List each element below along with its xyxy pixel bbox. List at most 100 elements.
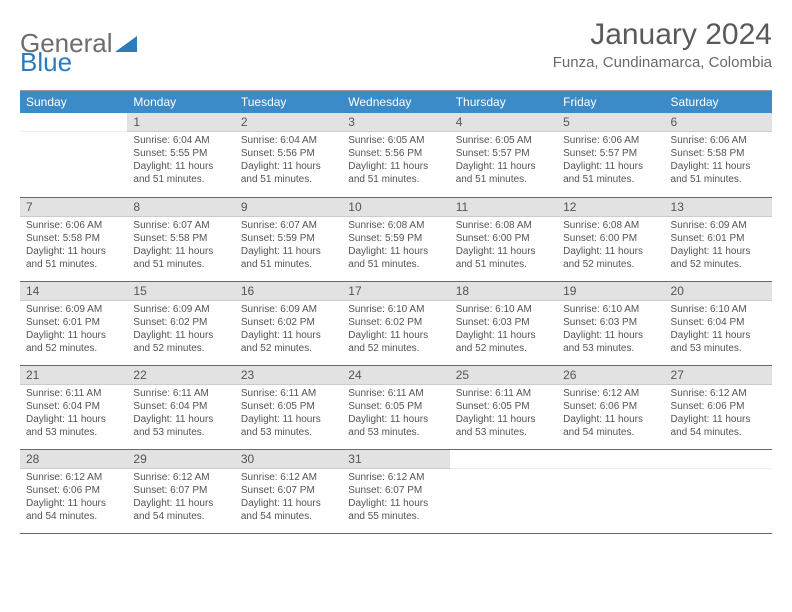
calendar-cell: 24Sunrise: 6:11 AMSunset: 6:05 PMDayligh… — [342, 365, 449, 449]
day-number: 31 — [342, 450, 449, 469]
day-details: Sunrise: 6:09 AMSunset: 6:01 PMDaylight:… — [665, 217, 772, 273]
day-number: 24 — [342, 366, 449, 385]
day-number: 4 — [450, 113, 557, 132]
calendar-cell: 5Sunrise: 6:06 AMSunset: 5:57 PMDaylight… — [557, 113, 664, 197]
day-number: 13 — [665, 198, 772, 217]
day-number: 8 — [127, 198, 234, 217]
calendar-table: SundayMondayTuesdayWednesdayThursdayFrid… — [20, 90, 772, 534]
day-number: 17 — [342, 282, 449, 301]
day-header: Wednesday — [342, 91, 449, 114]
logo-triangle-icon — [115, 34, 137, 57]
calendar-cell: 1Sunrise: 6:04 AMSunset: 5:55 PMDaylight… — [127, 113, 234, 197]
calendar-cell: 20Sunrise: 6:10 AMSunset: 6:04 PMDayligh… — [665, 281, 772, 365]
day-number: 12 — [557, 198, 664, 217]
day-details: Sunrise: 6:11 AMSunset: 6:04 PMDaylight:… — [20, 385, 127, 441]
day-details: Sunrise: 6:11 AMSunset: 6:05 PMDaylight:… — [235, 385, 342, 441]
day-details: Sunrise: 6:11 AMSunset: 6:05 PMDaylight:… — [450, 385, 557, 441]
calendar-cell: 2Sunrise: 6:04 AMSunset: 5:56 PMDaylight… — [235, 113, 342, 197]
calendar-cell: 4Sunrise: 6:05 AMSunset: 5:57 PMDaylight… — [450, 113, 557, 197]
day-number: 23 — [235, 366, 342, 385]
day-details: Sunrise: 6:04 AMSunset: 5:55 PMDaylight:… — [127, 132, 234, 188]
day-number: 11 — [450, 198, 557, 217]
day-details: Sunrise: 6:05 AMSunset: 5:56 PMDaylight:… — [342, 132, 449, 188]
calendar-body: 1Sunrise: 6:04 AMSunset: 5:55 PMDaylight… — [20, 113, 772, 533]
day-details: Sunrise: 6:08 AMSunset: 6:00 PMDaylight:… — [450, 217, 557, 273]
day-number: 25 — [450, 366, 557, 385]
day-number: 15 — [127, 282, 234, 301]
calendar-week: 14Sunrise: 6:09 AMSunset: 6:01 PMDayligh… — [20, 281, 772, 365]
logo-text-blue: Blue — [20, 47, 72, 77]
day-details: Sunrise: 6:08 AMSunset: 5:59 PMDaylight:… — [342, 217, 449, 273]
day-header: Saturday — [665, 91, 772, 114]
calendar-cell: 7Sunrise: 6:06 AMSunset: 5:58 PMDaylight… — [20, 197, 127, 281]
day-number: 28 — [20, 450, 127, 469]
day-number: 7 — [20, 198, 127, 217]
day-details: Sunrise: 6:12 AMSunset: 6:07 PMDaylight:… — [127, 469, 234, 525]
calendar-cell: 21Sunrise: 6:11 AMSunset: 6:04 PMDayligh… — [20, 365, 127, 449]
day-details: Sunrise: 6:04 AMSunset: 5:56 PMDaylight:… — [235, 132, 342, 188]
day-number: 10 — [342, 198, 449, 217]
day-header: Tuesday — [235, 91, 342, 114]
day-number: 29 — [127, 450, 234, 469]
calendar-cell: 8Sunrise: 6:07 AMSunset: 5:58 PMDaylight… — [127, 197, 234, 281]
title-block: January 2024 Funza, Cundinamarca, Colomb… — [553, 18, 772, 71]
day-number: 5 — [557, 113, 664, 132]
day-details: Sunrise: 6:06 AMSunset: 5:58 PMDaylight:… — [20, 217, 127, 273]
day-details: Sunrise: 6:07 AMSunset: 5:59 PMDaylight:… — [235, 217, 342, 273]
day-number: 21 — [20, 366, 127, 385]
calendar-cell — [665, 449, 772, 533]
calendar-cell: 30Sunrise: 6:12 AMSunset: 6:07 PMDayligh… — [235, 449, 342, 533]
day-details: Sunrise: 6:12 AMSunset: 6:07 PMDaylight:… — [235, 469, 342, 525]
calendar-week: 1Sunrise: 6:04 AMSunset: 5:55 PMDaylight… — [20, 113, 772, 197]
day-details: Sunrise: 6:10 AMSunset: 6:04 PMDaylight:… — [665, 301, 772, 357]
calendar-cell: 12Sunrise: 6:08 AMSunset: 6:00 PMDayligh… — [557, 197, 664, 281]
calendar-cell: 9Sunrise: 6:07 AMSunset: 5:59 PMDaylight… — [235, 197, 342, 281]
calendar-cell — [557, 449, 664, 533]
day-details: Sunrise: 6:10 AMSunset: 6:03 PMDaylight:… — [557, 301, 664, 357]
day-number: 19 — [557, 282, 664, 301]
day-number: 30 — [235, 450, 342, 469]
day-details: Sunrise: 6:05 AMSunset: 5:57 PMDaylight:… — [450, 132, 557, 188]
day-details: Sunrise: 6:12 AMSunset: 6:07 PMDaylight:… — [342, 469, 449, 525]
calendar-week: 7Sunrise: 6:06 AMSunset: 5:58 PMDaylight… — [20, 197, 772, 281]
calendar-cell: 10Sunrise: 6:08 AMSunset: 5:59 PMDayligh… — [342, 197, 449, 281]
calendar-cell: 23Sunrise: 6:11 AMSunset: 6:05 PMDayligh… — [235, 365, 342, 449]
day-number: 2 — [235, 113, 342, 132]
day-details: Sunrise: 6:09 AMSunset: 6:01 PMDaylight:… — [20, 301, 127, 357]
day-number: 3 — [342, 113, 449, 132]
calendar-week: 28Sunrise: 6:12 AMSunset: 6:06 PMDayligh… — [20, 449, 772, 533]
calendar-cell: 28Sunrise: 6:12 AMSunset: 6:06 PMDayligh… — [20, 449, 127, 533]
day-number: 27 — [665, 366, 772, 385]
day-details: Sunrise: 6:07 AMSunset: 5:58 PMDaylight:… — [127, 217, 234, 273]
day-details: Sunrise: 6:11 AMSunset: 6:04 PMDaylight:… — [127, 385, 234, 441]
day-header: Sunday — [20, 91, 127, 114]
calendar-week: 21Sunrise: 6:11 AMSunset: 6:04 PMDayligh… — [20, 365, 772, 449]
day-details: Sunrise: 6:12 AMSunset: 6:06 PMDaylight:… — [557, 385, 664, 441]
calendar-cell: 22Sunrise: 6:11 AMSunset: 6:04 PMDayligh… — [127, 365, 234, 449]
day-details: Sunrise: 6:08 AMSunset: 6:00 PMDaylight:… — [557, 217, 664, 273]
calendar-cell: 29Sunrise: 6:12 AMSunset: 6:07 PMDayligh… — [127, 449, 234, 533]
calendar-cell: 13Sunrise: 6:09 AMSunset: 6:01 PMDayligh… — [665, 197, 772, 281]
calendar-cell: 6Sunrise: 6:06 AMSunset: 5:58 PMDaylight… — [665, 113, 772, 197]
calendar-cell: 15Sunrise: 6:09 AMSunset: 6:02 PMDayligh… — [127, 281, 234, 365]
day-header: Thursday — [450, 91, 557, 114]
month-title: January 2024 — [553, 18, 772, 52]
calendar-head: SundayMondayTuesdayWednesdayThursdayFrid… — [20, 91, 772, 114]
day-header: Friday — [557, 91, 664, 114]
calendar-cell: 25Sunrise: 6:11 AMSunset: 6:05 PMDayligh… — [450, 365, 557, 449]
day-number: 18 — [450, 282, 557, 301]
day-header: Monday — [127, 91, 234, 114]
calendar-cell: 3Sunrise: 6:05 AMSunset: 5:56 PMDaylight… — [342, 113, 449, 197]
day-details: Sunrise: 6:12 AMSunset: 6:06 PMDaylight:… — [20, 469, 127, 525]
day-details: Sunrise: 6:12 AMSunset: 6:06 PMDaylight:… — [665, 385, 772, 441]
day-details: Sunrise: 6:11 AMSunset: 6:05 PMDaylight:… — [342, 385, 449, 441]
calendar-cell — [450, 449, 557, 533]
calendar-cell — [20, 113, 127, 197]
calendar-cell: 17Sunrise: 6:10 AMSunset: 6:02 PMDayligh… — [342, 281, 449, 365]
calendar-cell: 14Sunrise: 6:09 AMSunset: 6:01 PMDayligh… — [20, 281, 127, 365]
day-details: Sunrise: 6:09 AMSunset: 6:02 PMDaylight:… — [127, 301, 234, 357]
day-number: 22 — [127, 366, 234, 385]
day-number: 1 — [127, 113, 234, 132]
day-number: 6 — [665, 113, 772, 132]
day-details: Sunrise: 6:10 AMSunset: 6:02 PMDaylight:… — [342, 301, 449, 357]
